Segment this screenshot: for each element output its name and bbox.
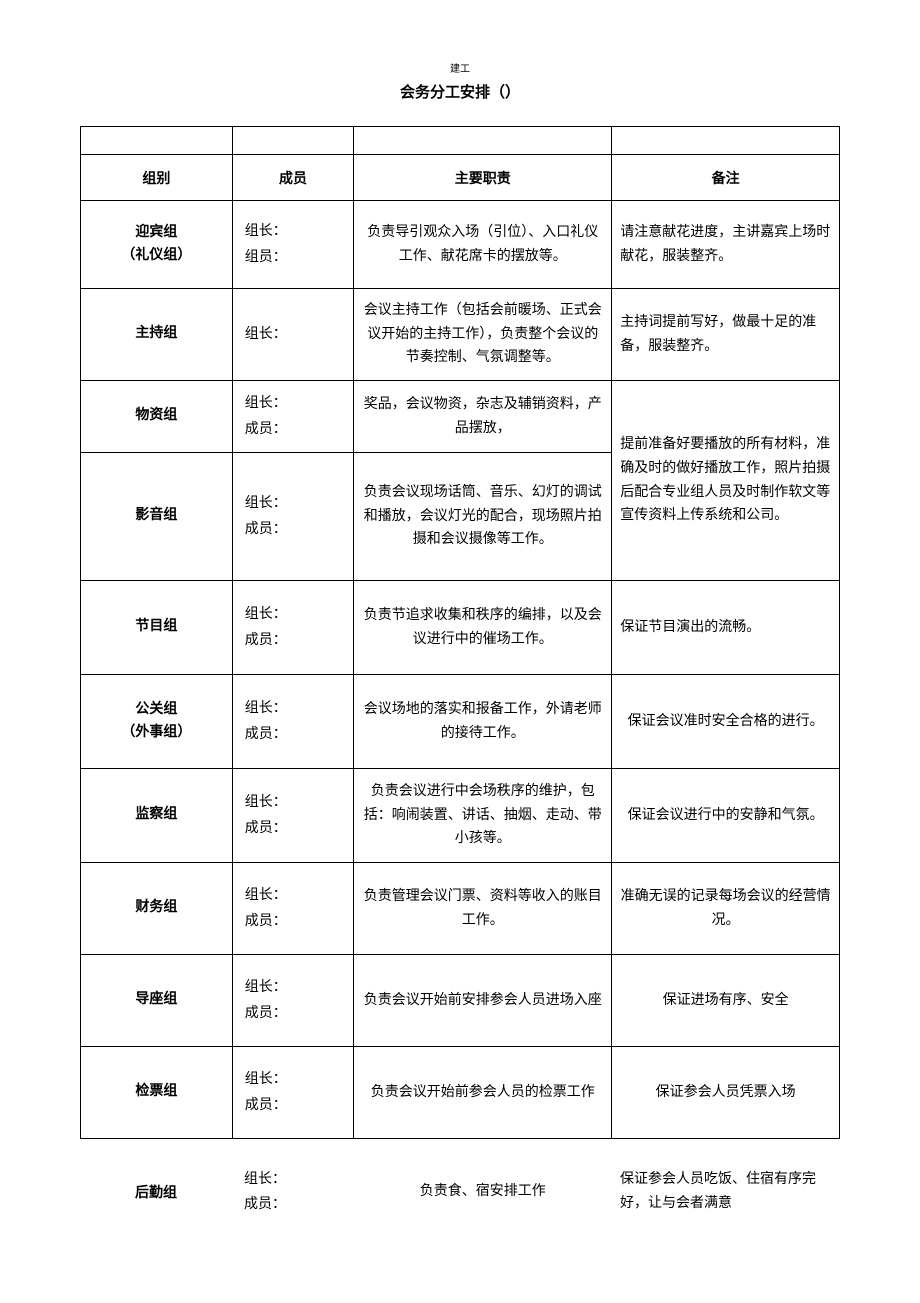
group-name: 检票组: [81, 1047, 233, 1139]
members-cell: 组长：成员：: [232, 769, 353, 863]
footer-duty: 负责食、宿安排工作: [354, 1180, 612, 1204]
duty-cell: 负责会议现场话筒、音乐、幻灯的调试和播放，会议灯光的配合，现场照片拍摄和会议摄像…: [354, 453, 612, 581]
header-row: 组别 成员 主要职责 备注: [81, 155, 840, 201]
table-row: 检票组 组长：成员： 负责会议开始前参会人员的检票工作 保证参会人员凭票入场: [81, 1047, 840, 1139]
footer-group: 后勤组: [80, 1182, 232, 1202]
table-row: 导座组 组长：成员： 负责会议开始前安排参会人员进场入座 保证进场有序、安全: [81, 955, 840, 1047]
duty-cell: 奖品，会议物资，杂志及辅销资料，产品摆放，: [354, 381, 612, 453]
group-name: 主持组: [81, 289, 233, 381]
group-name: 财务组: [81, 863, 233, 955]
group-name: 物资组: [81, 381, 233, 453]
table-row: 公关组（外事组） 组长：成员： 会议场地的落实和报备工作，外请老师的接待工作。 …: [81, 675, 840, 769]
note-cell: 保证节目演出的流畅。: [612, 581, 840, 675]
group-name: 导座组: [81, 955, 233, 1047]
members-cell: 组长：组员：: [232, 201, 353, 289]
th-duty: 主要职责: [354, 155, 612, 201]
th-note: 备注: [612, 155, 840, 201]
footer-row: 后勤组 组长：成员： 负责食、宿安排工作 保证参会人员吃饭、住宿有序完好，让与会…: [80, 1167, 840, 1217]
th-members: 成员: [232, 155, 353, 201]
duty-cell: 负责会议开始前安排参会人员进场入座: [354, 955, 612, 1047]
note-cell: 提前准备好要播放的所有材料，准确及时的做好播放工作，照片拍摄后配合专业组人员及时…: [612, 381, 840, 581]
members-cell: 组长：成员：: [232, 955, 353, 1047]
group-name: 监察组: [81, 769, 233, 863]
footer-members: 组长：成员：: [232, 1167, 354, 1217]
th-group: 组别: [81, 155, 233, 201]
group-name: 节目组: [81, 581, 233, 675]
note-cell: 保证进场有序、安全: [612, 955, 840, 1047]
duty-cell: 负责节追求收集和秩序的编排，以及会议进行中的催场工作。: [354, 581, 612, 675]
note-cell: 请注意献花进度，主讲嘉宾上场时献花，服装整齐。: [612, 201, 840, 289]
group-name: 影音组: [81, 453, 233, 581]
table-row: 节目组 组长：成员： 负责节追求收集和秩序的编排，以及会议进行中的催场工作。 保…: [81, 581, 840, 675]
header-small: 建工: [80, 60, 840, 75]
duty-cell: 会议主持工作（包括会前暖场、正式会议开始的主持工作），负责整个会议的节奏控制、气…: [354, 289, 612, 381]
members-cell: 组长：成员：: [232, 381, 353, 453]
duty-cell: 负责管理会议门票、资料等收入的账目工作。: [354, 863, 612, 955]
note-cell: 保证会议准时安全合格的进行。: [612, 675, 840, 769]
members-cell: 组长：成员：: [232, 863, 353, 955]
note-cell: 准确无误的记录每场会议的经营情况。: [612, 863, 840, 955]
group-name: 公关组（外事组）: [81, 675, 233, 769]
members-cell: 组长：成员：: [232, 453, 353, 581]
table-row: 监察组 组长：成员： 负责会议进行中会场秩序的维护，包括：响闹装置、讲话、抽烟、…: [81, 769, 840, 863]
members-cell: 组长：成员：: [232, 581, 353, 675]
members-cell: 组长：: [232, 289, 353, 381]
duty-cell: 负责导引观众入场（引位）、入口礼仪工作、献花席卡的摆放等。: [354, 201, 612, 289]
note-cell: 主持词提前写好，做最十足的准备，服装整齐。: [612, 289, 840, 381]
duty-cell: 会议场地的落实和报备工作，外请老师的接待工作。: [354, 675, 612, 769]
footer-note: 保证参会人员吃饭、住宿有序完好，让与会者满意: [612, 1168, 840, 1216]
table-row: 财务组 组长：成员： 负责管理会议门票、资料等收入的账目工作。 准确无误的记录每…: [81, 863, 840, 955]
note-cell: 保证参会人员凭票入场: [612, 1047, 840, 1139]
spacer-row-top: [81, 127, 840, 155]
members-cell: 组长：成员：: [232, 1047, 353, 1139]
page-title: 会务分工安排（）: [80, 81, 840, 102]
group-name: 迎宾组（礼仪组）: [81, 201, 233, 289]
table-row: 主持组 组长： 会议主持工作（包括会前暖场、正式会议开始的主持工作），负责整个会…: [81, 289, 840, 381]
assignment-table: 组别 成员 主要职责 备注 迎宾组（礼仪组） 组长：组员： 负责导引观众入场（引…: [80, 126, 840, 1139]
table-row: 迎宾组（礼仪组） 组长：组员： 负责导引观众入场（引位）、入口礼仪工作、献花席卡…: [81, 201, 840, 289]
table-row: 物资组 组长：成员： 奖品，会议物资，杂志及辅销资料，产品摆放， 提前准备好要播…: [81, 381, 840, 453]
note-cell: 保证会议进行中的安静和气氛。: [612, 769, 840, 863]
duty-cell: 负责会议开始前参会人员的检票工作: [354, 1047, 612, 1139]
members-cell: 组长：成员：: [232, 675, 353, 769]
duty-cell: 负责会议进行中会场秩序的维护，包括：响闹装置、讲话、抽烟、走动、带小孩等。: [354, 769, 612, 863]
